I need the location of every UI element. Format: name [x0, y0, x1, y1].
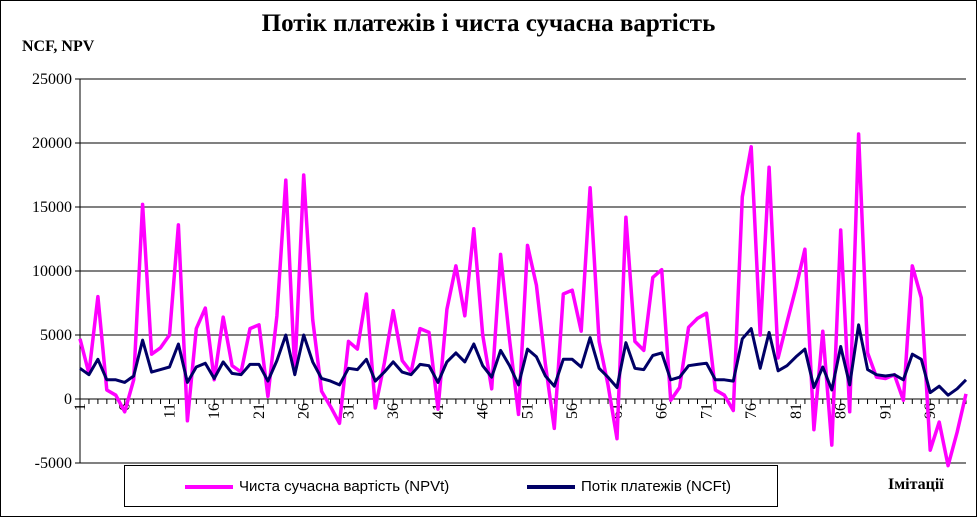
y-tick-label: 25000	[32, 71, 72, 88]
y-tick-label: -5000	[35, 455, 72, 472]
x-tick-label: 46	[475, 403, 492, 419]
x-tick-label: 21	[251, 403, 268, 419]
chart-title: Потік платежів і чиста сучасна вартість	[261, 10, 716, 37]
x-tick-label: 96	[922, 403, 939, 419]
x-tick-label: 56	[564, 403, 581, 419]
y-tick-label: 0	[64, 391, 72, 408]
legend-swatch-npv	[185, 484, 233, 489]
x-tick-label: 91	[877, 403, 894, 419]
legend-label-npv: Чиста сучасна вартість (NPVt)	[239, 478, 450, 495]
y-axis-label: NCF, NPV	[22, 38, 95, 55]
x-tick-label: 1	[72, 403, 89, 411]
y-tick-label: 20000	[32, 135, 72, 152]
x-tick-label: 26	[296, 403, 313, 419]
y-tick-label: 15000	[32, 199, 72, 216]
y-tick-label: 10000	[32, 263, 72, 280]
legend-item-npv: Чиста сучасна вартість (NPVt)	[185, 478, 449, 495]
y-tick-label: 5000	[40, 327, 72, 344]
x-tick-label: 11	[161, 403, 178, 418]
x-tick-label: 66	[654, 403, 671, 419]
x-tick-label: 36	[385, 403, 402, 419]
legend: Чиста сучасна вартість (NPVt) Потік плат…	[124, 465, 778, 507]
series-line-ncf	[79, 323, 968, 397]
x-tick-label: 16	[206, 403, 223, 419]
legend-item-ncf: Потік платежів (NCFt)	[527, 478, 731, 495]
x-tick-label: 51	[519, 403, 536, 419]
x-tick-label: 31	[340, 403, 357, 419]
x-tick-label: 81	[788, 403, 805, 419]
x-tick-label: 76	[743, 403, 760, 419]
x-axis-label: Імітації	[888, 476, 944, 493]
x-tick-label: 41	[430, 403, 447, 419]
legend-swatch-ncf	[527, 484, 575, 489]
legend-label-ncf: Потік платежів (NCFt)	[581, 478, 731, 495]
x-tick-label: 71	[698, 403, 715, 419]
x-tick-label: 86	[833, 403, 850, 419]
